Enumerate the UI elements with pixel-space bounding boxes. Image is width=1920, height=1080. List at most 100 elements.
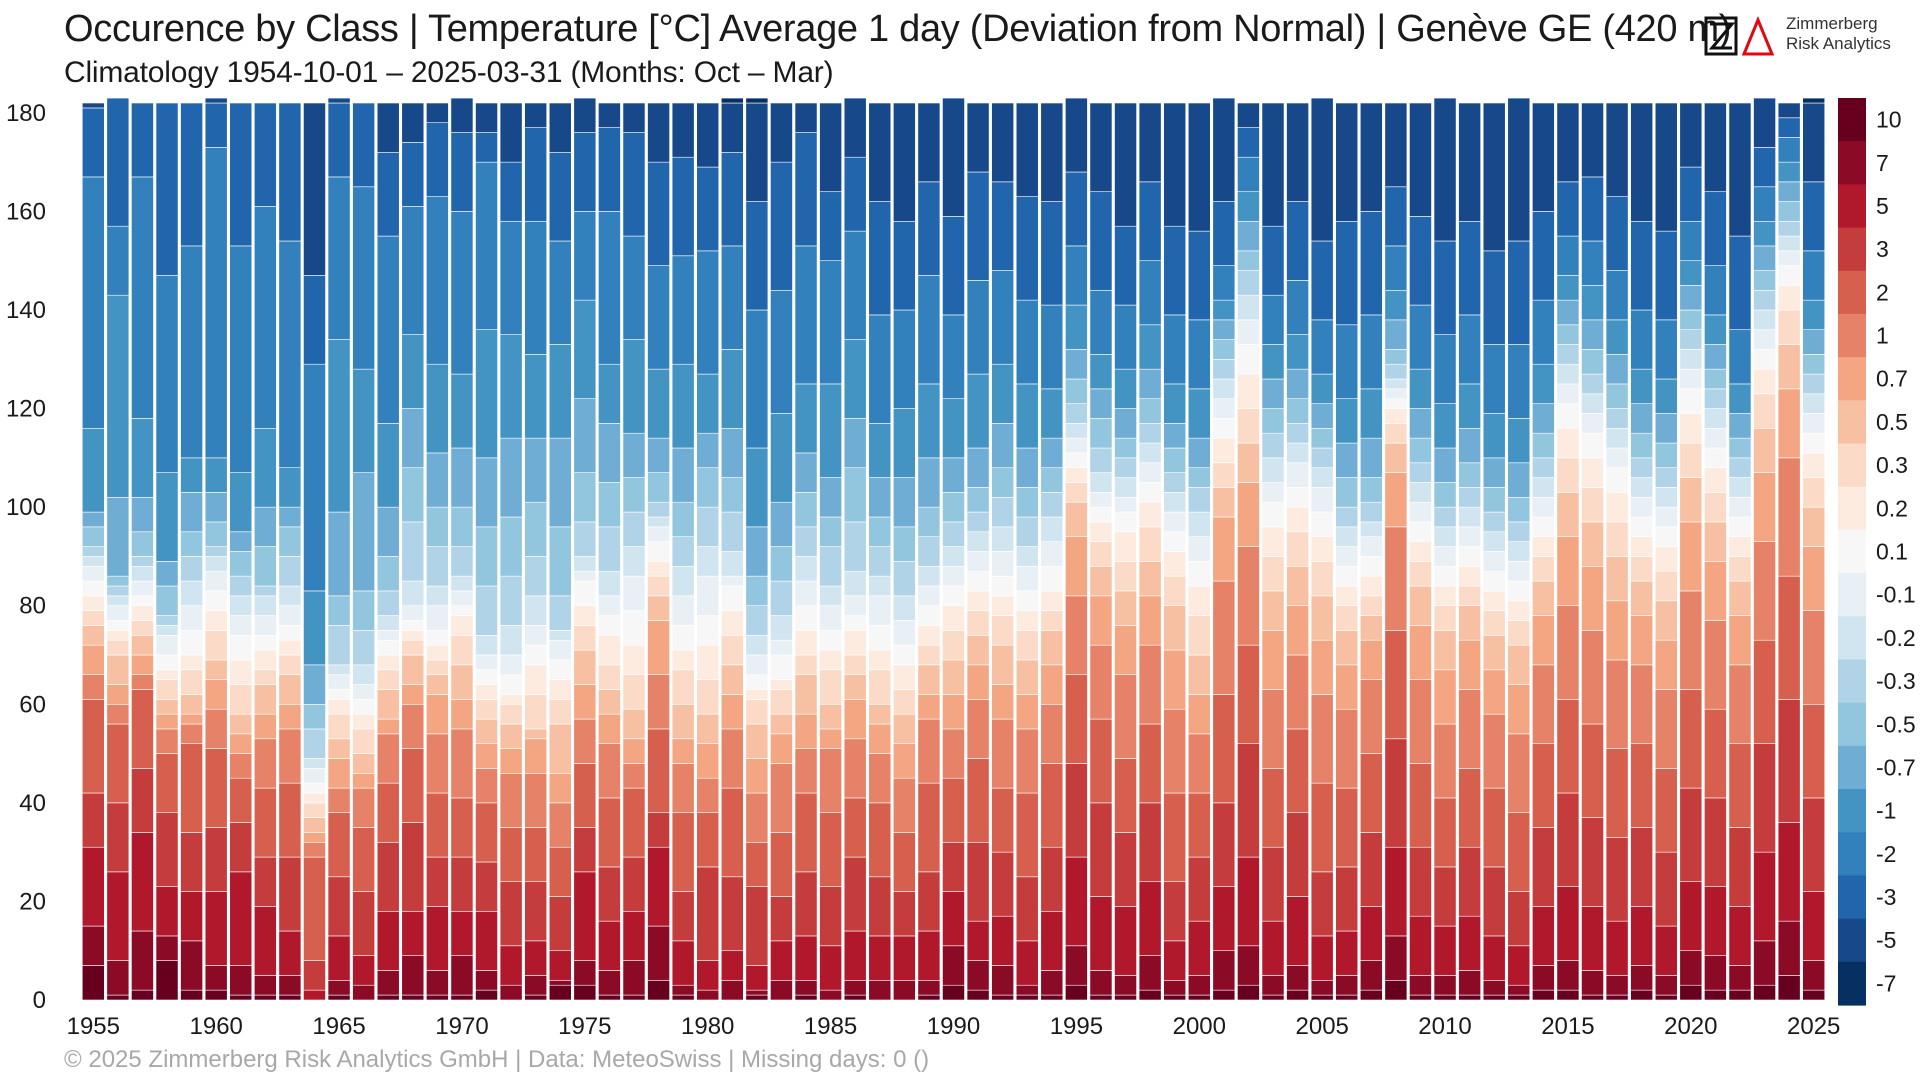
bar-segment: [401, 639, 425, 656]
bar-segment: [1065, 452, 1088, 469]
bar-segment: [278, 994, 302, 1001]
bar-segment: [327, 176, 351, 340]
bar-segment: [1310, 782, 1334, 873]
bar-1982: [745, 97, 769, 1001]
bar-segment: [1605, 492, 1629, 523]
bar-segment: [426, 196, 449, 365]
bar-segment: [180, 605, 203, 631]
bar-segment: [1089, 447, 1113, 473]
bar-2024: [1777, 102, 1801, 1001]
bar-segment: [794, 871, 818, 937]
bar-segment: [1359, 639, 1383, 680]
bar-segment: [524, 501, 548, 557]
bar-segment: [1728, 906, 1752, 966]
bar-segment: [1138, 955, 1162, 991]
bar-segment: [696, 506, 720, 547]
bar-segment: [1728, 437, 1752, 459]
bar-segment: [303, 768, 326, 784]
bar-segment: [1482, 787, 1506, 868]
bar-segment: [1581, 906, 1604, 971]
bar-segment: [253, 634, 277, 651]
bar-segment: [843, 230, 867, 340]
colorbar-swatch: [1838, 270, 1866, 315]
bar-segment: [204, 457, 228, 493]
bar-segment: [1802, 393, 1826, 414]
bar-segment: [622, 856, 646, 912]
bar-segment: [843, 930, 867, 981]
bar-segment: [770, 733, 793, 764]
bar-segment: [1581, 373, 1604, 395]
bar-segment: [720, 728, 744, 789]
bar-segment: [893, 561, 916, 597]
bar-segment: [1310, 639, 1334, 695]
bar-segment: [1482, 669, 1506, 715]
bar-segment: [917, 585, 941, 607]
bar-segment: [180, 580, 203, 607]
bar-segment: [917, 102, 941, 183]
bar-segment: [155, 886, 179, 937]
bar-segment: [1261, 689, 1285, 769]
bar-segment: [647, 102, 670, 163]
bar-segment: [598, 482, 621, 528]
bar-segment: [1507, 240, 1531, 345]
bar-segment: [1187, 102, 1211, 232]
bar-segment: [843, 979, 867, 996]
bar-segment: [155, 812, 179, 887]
colorbar-swatch: [1838, 443, 1866, 488]
bar-segment: [843, 570, 867, 597]
bar-segment: [1704, 265, 1727, 316]
bar-segment: [1089, 289, 1113, 355]
bar-segment: [401, 521, 425, 582]
bar-segment: [1286, 280, 1309, 335]
bar-segment: [180, 654, 203, 671]
colorbar-label: 0.2: [1876, 495, 1908, 521]
bar-segment: [671, 447, 695, 503]
bar-segment: [327, 689, 351, 700]
bar-segment: [1630, 477, 1654, 498]
bar-segment: [598, 127, 621, 212]
bar-segment: [548, 896, 572, 952]
bar-segment: [1605, 319, 1629, 355]
bar-segment: [253, 906, 277, 976]
bar-segment: [1065, 482, 1088, 503]
bar-segment: [1163, 649, 1187, 710]
bar-segment: [868, 979, 892, 1001]
bar-segment: [893, 620, 916, 646]
bar-segment: [1187, 975, 1211, 996]
bar-segment: [1802, 960, 1826, 991]
bar-1976: [598, 102, 621, 1001]
bar-segment: [352, 772, 375, 789]
bar-segment: [1630, 516, 1654, 538]
bar-segment: [745, 965, 769, 991]
bar-segment: [1728, 477, 1752, 498]
bar-segment: [843, 467, 867, 523]
bar-segment: [1679, 477, 1703, 523]
bar-segment: [1728, 827, 1752, 907]
bar-segment: [819, 191, 842, 262]
bar-segment: [573, 684, 597, 720]
bar-segment: [1556, 427, 1580, 459]
bar-segment: [1433, 403, 1457, 449]
bar-segment: [499, 694, 523, 705]
bar-segment: [1089, 565, 1113, 597]
colorbar-swatch: [1838, 357, 1866, 401]
bar-segment: [1187, 733, 1211, 794]
bar-segment: [942, 945, 965, 986]
bar-segment: [180, 630, 203, 656]
bar-segment: [1507, 418, 1531, 464]
bar-segment: [696, 432, 720, 469]
bar-segment: [106, 639, 130, 656]
bar-segment: [745, 654, 769, 676]
bar-segment: [426, 102, 449, 124]
bar-segment: [524, 940, 548, 976]
bar-segment: [917, 181, 941, 276]
bar-segment: [598, 689, 621, 715]
x-tick-label: 1960: [190, 1013, 243, 1040]
bar-segment: [966, 664, 990, 700]
bar-segment: [1359, 102, 1383, 212]
bar-segment: [1458, 220, 1481, 316]
bar-segment: [1163, 383, 1187, 424]
bar-segment: [1065, 984, 1088, 1001]
bar-segment: [794, 526, 818, 557]
bar-segment: [401, 620, 425, 631]
